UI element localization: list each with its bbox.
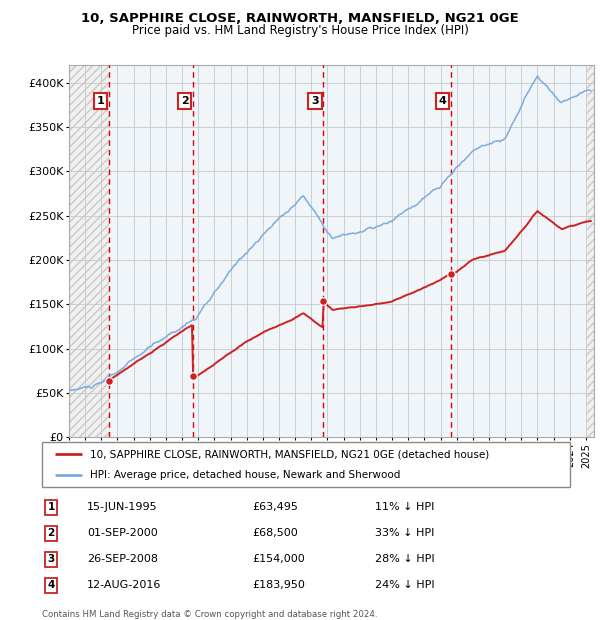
Bar [586, 65, 594, 437]
Text: 2: 2 [181, 96, 188, 106]
Text: 10, SAPPHIRE CLOSE, RAINWORTH, MANSFIELD, NG21 0GE: 10, SAPPHIRE CLOSE, RAINWORTH, MANSFIELD… [81, 12, 519, 25]
Bar [69, 65, 109, 437]
Text: 15-JUN-1995: 15-JUN-1995 [87, 502, 158, 512]
Text: 26-SEP-2008: 26-SEP-2008 [87, 554, 158, 564]
Text: 4: 4 [47, 580, 55, 590]
Text: 2: 2 [47, 528, 55, 538]
Text: HPI: Average price, detached house, Newark and Sherwood: HPI: Average price, detached house, Newa… [89, 469, 400, 480]
Text: £154,000: £154,000 [252, 554, 305, 564]
Text: 3: 3 [311, 96, 319, 106]
Text: Contains HM Land Registry data © Crown copyright and database right 2024.
This d: Contains HM Land Registry data © Crown c… [42, 610, 377, 620]
Text: 11% ↓ HPI: 11% ↓ HPI [375, 502, 434, 512]
Text: Price paid vs. HM Land Registry's House Price Index (HPI): Price paid vs. HM Land Registry's House … [131, 24, 469, 37]
Text: 01-SEP-2000: 01-SEP-2000 [87, 528, 158, 538]
Text: 28% ↓ HPI: 28% ↓ HPI [375, 554, 434, 564]
Text: 24% ↓ HPI: 24% ↓ HPI [375, 580, 434, 590]
Text: 3: 3 [47, 554, 55, 564]
FancyBboxPatch shape [42, 442, 570, 487]
Bar [69, 65, 109, 437]
Text: 1: 1 [97, 96, 104, 106]
Text: 1: 1 [47, 502, 55, 512]
Bar [109, 65, 586, 437]
Text: 33% ↓ HPI: 33% ↓ HPI [375, 528, 434, 538]
Text: £63,495: £63,495 [252, 502, 298, 512]
Text: 10, SAPPHIRE CLOSE, RAINWORTH, MANSFIELD, NG21 0GE (detached house): 10, SAPPHIRE CLOSE, RAINWORTH, MANSFIELD… [89, 449, 489, 459]
Text: £183,950: £183,950 [252, 580, 305, 590]
Bar [586, 65, 594, 437]
Text: 4: 4 [439, 96, 446, 106]
Text: £68,500: £68,500 [252, 528, 298, 538]
Text: 12-AUG-2016: 12-AUG-2016 [87, 580, 161, 590]
